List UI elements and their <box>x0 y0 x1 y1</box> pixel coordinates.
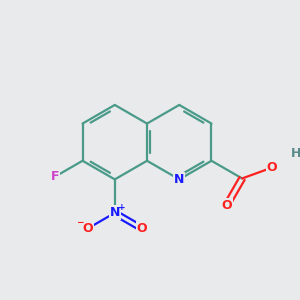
Text: O: O <box>82 222 93 235</box>
Text: O: O <box>137 222 148 235</box>
Text: H: H <box>291 147 300 160</box>
Text: O: O <box>266 161 277 174</box>
Text: F: F <box>51 170 59 183</box>
Text: O: O <box>221 200 232 212</box>
Text: N: N <box>174 173 184 186</box>
Text: −: − <box>76 218 83 227</box>
Text: +: + <box>118 202 125 211</box>
Text: N: N <box>110 206 120 219</box>
